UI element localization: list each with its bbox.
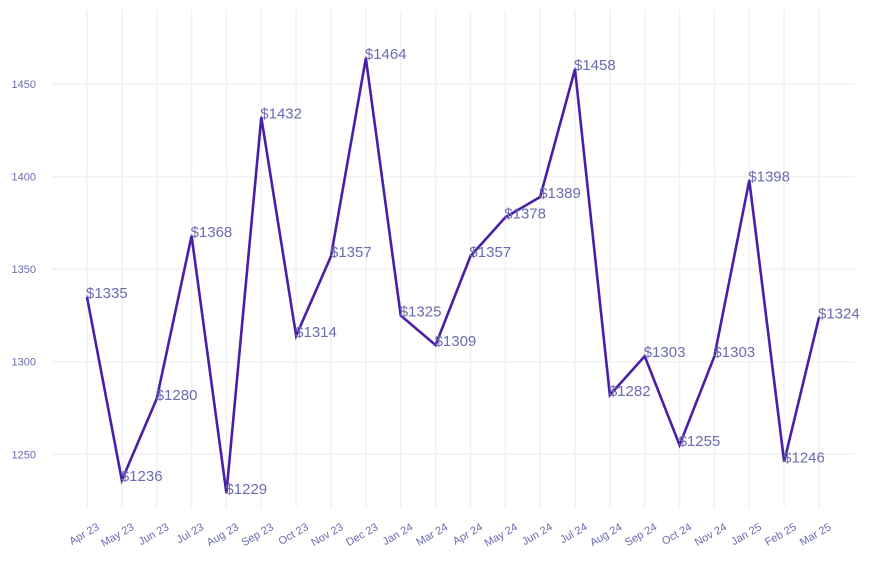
data-label: $1378	[504, 205, 546, 222]
x-tick-label: Jul 24	[558, 521, 589, 546]
data-label: $1325	[400, 303, 442, 320]
x-tick-label: May 23	[99, 521, 136, 549]
data-label: $1368	[191, 224, 233, 241]
data-label: $1357	[330, 244, 372, 261]
data-label: $1398	[748, 168, 790, 185]
x-tick-label: Jul 23	[175, 521, 206, 546]
data-label: $1314	[295, 324, 337, 341]
x-tick-label: Aug 23	[205, 521, 241, 549]
x-tick-label: Mar 25	[798, 521, 834, 549]
data-labels: $1335 $1236 $1280 $1368 $1229 $1432 $1314 $1357…	[86, 46, 860, 498]
data-label: $1464	[365, 46, 407, 63]
y-axis: 1250 1300 1350 1400 1450	[12, 79, 36, 461]
x-tick-label: Nov 24	[693, 521, 729, 549]
x-tick-label: Sep 23	[240, 521, 276, 549]
x-tick-label: May 24	[483, 521, 520, 549]
series-line-group	[85, 57, 821, 494]
data-label: $1324	[818, 305, 860, 322]
x-tick-label: Jan 25	[729, 521, 764, 548]
y-tick-label: 1450	[12, 79, 36, 91]
y-tick-label: 1250	[12, 449, 36, 461]
x-tick-label: Dec 23	[344, 521, 380, 549]
data-label: $1303	[713, 344, 755, 361]
x-tick-label: Oct 24	[660, 521, 694, 548]
data-label: $1458	[574, 57, 616, 74]
series-line	[85, 57, 821, 494]
data-label: $1255	[679, 433, 721, 450]
x-tick-label: Feb 25	[763, 521, 799, 549]
y-tick-label: 1350	[12, 264, 36, 276]
x-tick-label: Sep 24	[623, 521, 659, 549]
data-label: $1282	[609, 383, 651, 400]
data-label: $1229	[225, 481, 267, 498]
x-tick-label: Nov 23	[309, 521, 345, 549]
data-label: $1246	[783, 450, 825, 467]
x-tick-label: Apr 24	[451, 521, 485, 548]
x-tick-label: Aug 24	[588, 521, 624, 549]
x-tick-label: Jan 24	[381, 521, 416, 548]
x-tick-label: Apr 23	[67, 521, 101, 548]
data-label: $1389	[539, 185, 581, 202]
grid	[52, 10, 855, 508]
data-label: $1303	[644, 344, 686, 361]
x-tick-label: Mar 24	[414, 521, 450, 549]
x-tick-label: Jun 23	[137, 521, 172, 548]
data-label: $1357	[469, 244, 511, 261]
data-label: $1432	[260, 105, 302, 122]
x-tick-label: Jun 24	[520, 521, 555, 548]
data-label: $1236	[121, 468, 163, 485]
y-tick-label: 1400	[12, 172, 36, 184]
y-tick-label: 1300	[12, 357, 36, 369]
data-label: $1335	[86, 285, 128, 302]
x-tick-label: Oct 23	[277, 521, 311, 548]
data-label: $1280	[156, 387, 198, 404]
data-label: $1309	[435, 333, 477, 350]
